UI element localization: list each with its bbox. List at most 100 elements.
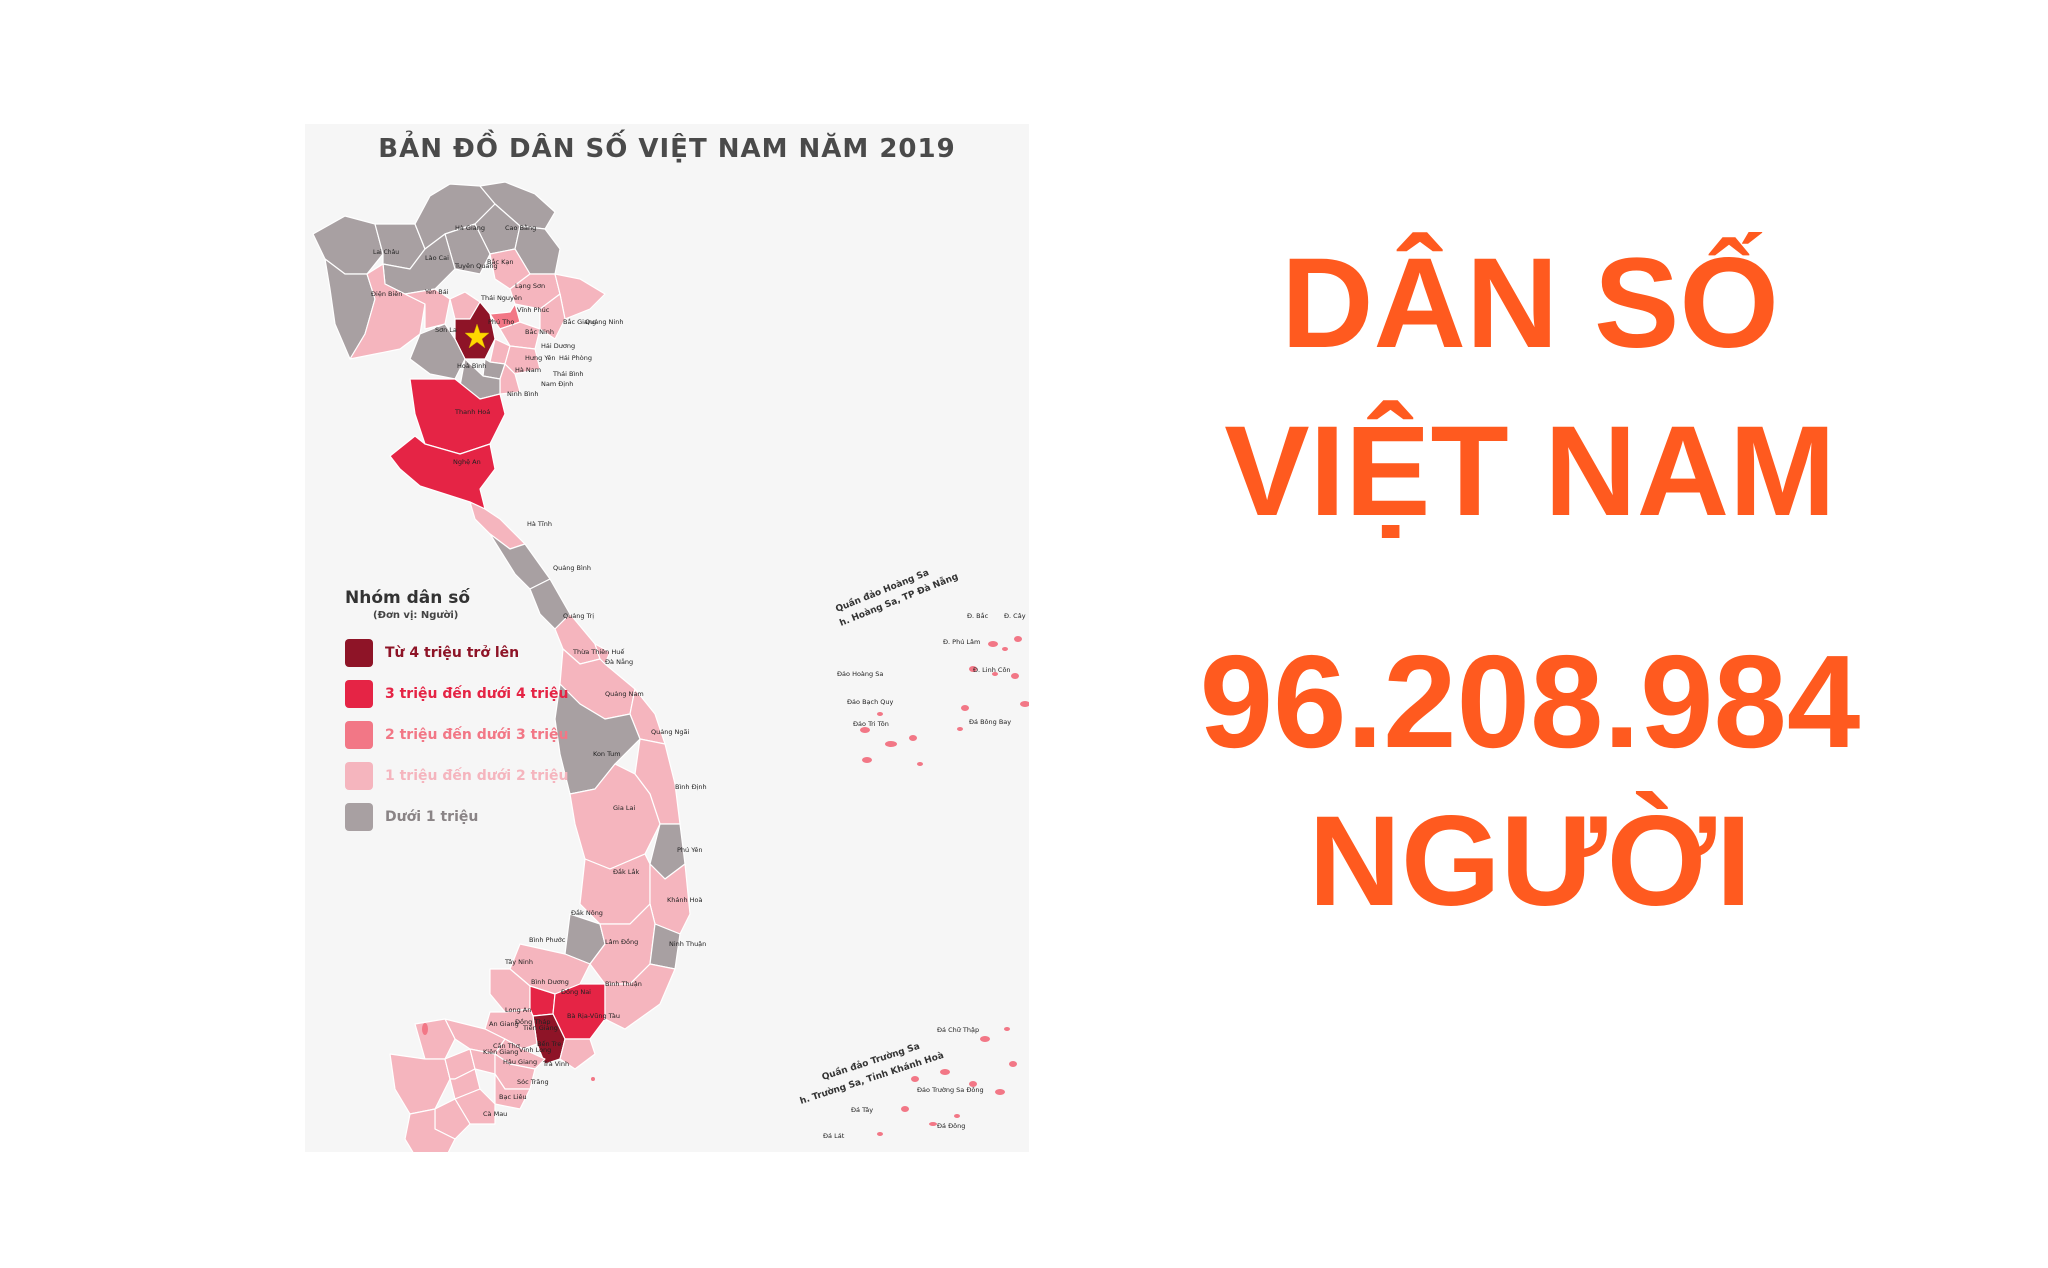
legend-item: Từ 4 triệu trở lên <box>345 639 645 667</box>
headline-line-4: NGƯỜI <box>1308 790 1752 933</box>
province-thanh-hoa <box>409 378 506 455</box>
province-hoa-binh <box>409 323 466 380</box>
label-vinh-phuc: Vĩnh Phúc <box>517 306 550 314</box>
label-phu-yen: Phú Yên <box>677 846 702 854</box>
legend-item: 1 triệu đến dưới 2 triệu <box>345 762 645 790</box>
label-dao-truong-sa-dong: Đảo Trường Sa Đông <box>917 1086 984 1094</box>
island-phu-quoc <box>422 1023 428 1035</box>
label-bac-lieu: Bạc Liêu <box>499 1093 527 1101</box>
label-quang-ninh: Quảng Ninh <box>585 318 623 326</box>
label-ca-mau: Cà Mau <box>483 1110 507 1118</box>
legend-swatch <box>345 680 373 708</box>
population-map: BẢN ĐỒ DÂN SỐ VIỆT NAM NĂM 2019 <box>305 124 1029 1152</box>
legend-item: Dưới 1 triệu <box>345 803 645 831</box>
label-nam-dinh: Nam Định <box>541 380 573 388</box>
label-bac-ninh: Bắc Ninh <box>525 327 554 336</box>
label-hai-phong: Hải Phòng <box>559 354 592 362</box>
legend: Nhóm dân số (Đơn vị: Người) Từ 4 triệu t… <box>345 588 645 844</box>
legend-swatch <box>345 721 373 749</box>
label-hau-giang: Hậu Giang <box>503 1058 537 1066</box>
island-hoang-sa-13 <box>877 712 883 716</box>
island-truong-sa-3 <box>1009 1061 1017 1067</box>
label-thua-thien-hue: Thừa Thiên Huế <box>572 648 624 656</box>
label-dao-tri-ton: Đảo Tri Tôn <box>853 720 889 728</box>
province-bac-ninh <box>489 303 521 330</box>
label-binh-dinh: Bình Định <box>675 783 707 791</box>
legend-label: 2 triệu đến dưới 3 triệu <box>385 727 569 743</box>
island-truong-sa-9 <box>929 1122 937 1126</box>
label-dong-nai: Đồng Nai <box>561 988 591 996</box>
province-kien-giang <box>389 1053 451 1115</box>
legend-swatch <box>345 762 373 790</box>
label-kon-tum: Kon Tum <box>593 750 621 758</box>
legend-swatch <box>345 639 373 667</box>
island-hoang-sa-8 <box>860 727 870 733</box>
label-binh-phuoc: Bình Phước <box>529 936 566 944</box>
label-tuyen-quang: Tuyên Quang <box>454 262 498 270</box>
label-da-bong-bay: Đá Bông Bay <box>969 718 1011 726</box>
headline-line-1: DÂN SỐ <box>1281 232 1779 375</box>
island-truong-sa-1 <box>980 1036 990 1042</box>
label-quang-tri: Quảng Trị <box>563 612 594 620</box>
label-bac-kan: Bắc Kạn <box>487 257 513 266</box>
label-da-dong: Đá Đông <box>937 1122 965 1130</box>
label-da-cay: Đ. Cây <box>1004 612 1026 620</box>
map-title: BẢN ĐỒ DÂN SỐ VIỆT NAM NĂM 2019 <box>378 134 956 164</box>
province-hai-phong <box>539 293 566 340</box>
island-hoang-sa-6 <box>1011 673 1019 679</box>
legend-title: Nhóm dân số <box>345 588 471 608</box>
legend-label: Từ 4 triệu trở lên <box>385 645 520 661</box>
vietnam-map: Hà Giang Cao Bằng Lai Châu Lào Cai Bắc K… <box>312 181 1029 1152</box>
province-thai-binh <box>504 345 541 375</box>
island-hoang-sa-15 <box>957 727 963 731</box>
island-truong-sa-6 <box>969 1081 977 1087</box>
label-hoa-binh: Hoà Bình <box>457 362 486 370</box>
island-hoang-sa-5 <box>992 672 998 676</box>
island-truong-sa-5 <box>940 1069 950 1075</box>
province-binh-thuan <box>604 963 676 1030</box>
label-da-lat: Đá Lát <box>823 1132 845 1140</box>
label-phu-tho: Phú Thọ <box>488 318 514 326</box>
legend-swatch <box>345 803 373 831</box>
island-hoang-sa-10 <box>909 735 917 741</box>
label-dao-bach-quy: Đảo Bạch Quy <box>847 698 894 706</box>
island-truong-sa-12 <box>591 1077 595 1081</box>
label-thanh-hoa: Thanh Hoá <box>454 408 490 416</box>
label-quang-binh: Quảng Bình <box>553 564 591 572</box>
label-lang-son: Lạng Sơn <box>515 282 545 290</box>
label-dak-nong: Đắk Nông <box>571 908 603 917</box>
label-ha-nam: Hà Nam <box>515 366 541 374</box>
capital-star-icon <box>464 323 490 349</box>
label-dong-thap: Đồng Tháp <box>515 1018 551 1026</box>
legend-unit: (Đơn vị: Người) <box>373 610 459 621</box>
label-ha-tinh: Hà Tĩnh <box>527 520 552 528</box>
legend-label: Dưới 1 triệu <box>385 809 479 825</box>
province-ca-mau <box>404 1108 456 1152</box>
label-lam-dong: Lâm Đồng <box>605 938 638 946</box>
label-ba-ria-vung-tau: Bà Rịa-Vũng Tàu <box>567 1012 620 1020</box>
label-ninh-binh: Ninh Bình <box>507 390 538 398</box>
label-tay-ninh: Tây Ninh <box>504 958 533 966</box>
label-thai-binh: Thái Bình <box>552 370 583 378</box>
label-an-giang: An Giang <box>489 1020 519 1028</box>
label-tra-vinh: Trà Vinh <box>542 1060 569 1068</box>
province-lai-chau <box>312 215 384 275</box>
province-hai-duong <box>499 321 541 350</box>
label-ha-giang: Hà Giang <box>455 224 485 232</box>
label-da-tay: Đá Tây <box>851 1106 873 1114</box>
label-gia-lai: Gia Lai <box>613 804 635 812</box>
island-truong-sa-10 <box>877 1132 883 1136</box>
island-hoang-sa-7 <box>1020 701 1029 707</box>
island-truong-sa-2 <box>1004 1027 1010 1031</box>
label-cao-bang: Cao Bằng <box>505 223 536 232</box>
label-quang-nam: Quảng Nam <box>605 690 644 698</box>
label-lai-chau: Lai Châu <box>373 249 399 256</box>
island-hoang-sa-1 <box>988 641 998 647</box>
label-dien-bien: Điện Biên <box>371 290 402 298</box>
legend-item: 2 triệu đến dưới 3 triệu <box>345 721 645 749</box>
island-truong-sa-8 <box>901 1106 909 1112</box>
label-bac-giang: Bắc Giang <box>563 317 596 326</box>
label-can-tho: Cần Thơ <box>493 1042 520 1050</box>
island-hoang-sa-3 <box>1002 647 1008 651</box>
label-soc-trang: Sóc Trăng <box>517 1078 549 1086</box>
